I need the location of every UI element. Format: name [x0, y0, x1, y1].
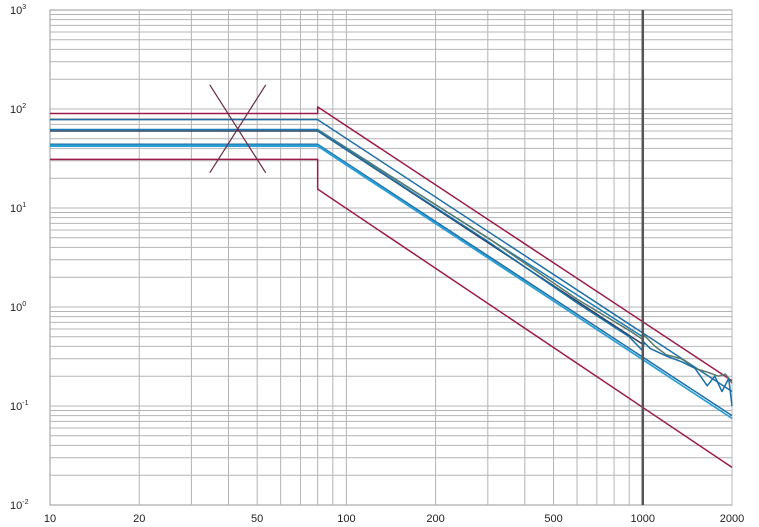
y-tick-label: 102 — [10, 103, 26, 116]
tick-labels: 10 20 50 100 200 500 1000 200010-210-1100101102… — [10, 4, 744, 525]
grid — [50, 10, 733, 505]
y-tick-exponent: -2 — [22, 499, 28, 506]
y-tick-label: 10-1 — [10, 400, 29, 413]
x-tick-label: 50 — [251, 513, 263, 525]
x-tick-label: 500 — [544, 513, 562, 525]
series-layer — [50, 106, 733, 468]
x-tick-label: 100 — [337, 513, 355, 525]
y-tick-exponent: -1 — [22, 400, 28, 407]
cross-marker-line — [209, 84, 267, 174]
series-line — [50, 158, 733, 468]
y-tick-exponent: 3 — [22, 4, 26, 11]
y-tick-exponent: 2 — [22, 103, 26, 110]
x-tick-label: 20 — [133, 513, 145, 525]
series-line — [50, 128, 644, 338]
x-tick-label: 200 — [426, 513, 444, 525]
y-tick-label: 100 — [10, 301, 26, 314]
marker-layer — [209, 10, 645, 505]
y-tick-label: 101 — [10, 202, 26, 215]
x-tick-label: 10 — [44, 513, 56, 525]
plot-area — [49, 9, 733, 506]
measured-series-line — [317, 130, 733, 407]
y-tick-exponent: 1 — [22, 202, 26, 209]
x-tick-label: 1000 — [631, 513, 655, 525]
series-line — [50, 106, 733, 382]
y-tick-label: 10-2 — [10, 499, 29, 512]
y-tick-label: 103 — [10, 4, 26, 17]
y-tick-exponent: 0 — [22, 301, 26, 308]
x-tick-label: 2000 — [720, 513, 744, 525]
series-line — [50, 118, 733, 393]
series-line — [50, 144, 733, 419]
series-line — [50, 143, 733, 417]
measured-series-line — [317, 129, 733, 384]
